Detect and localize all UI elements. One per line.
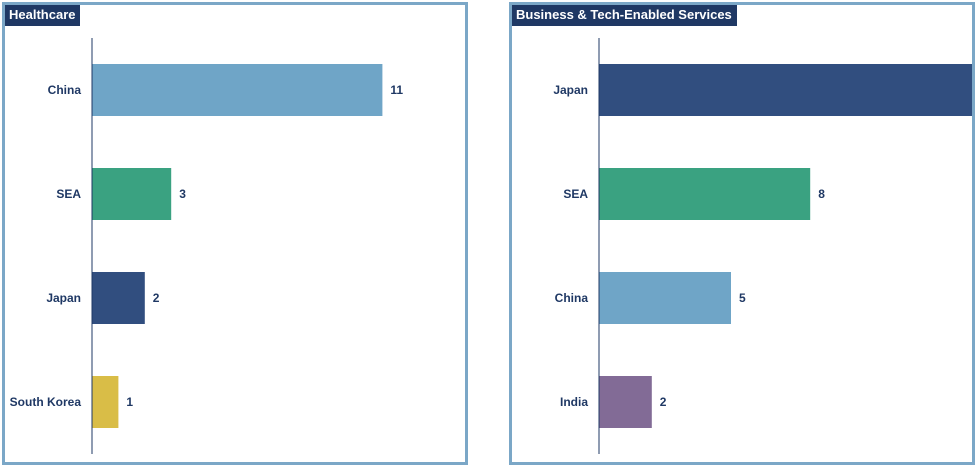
bar-india xyxy=(599,376,652,428)
category-label: China xyxy=(48,83,82,97)
value-label: 5 xyxy=(739,291,746,305)
chart-title: Business & Tech-Enabled Services xyxy=(512,5,737,26)
category-label: Japan xyxy=(553,83,588,97)
bar-sea xyxy=(599,168,811,220)
category-label: China xyxy=(555,291,589,305)
bar-japan xyxy=(92,272,145,324)
business-services-bar-chart: Japan15SEA8China5India2 xyxy=(553,38,972,454)
category-label: SEA xyxy=(56,187,81,201)
category-label: South Korea xyxy=(10,395,82,409)
bar-japan xyxy=(599,64,972,116)
healthcare-chart-panel: Healthcare China 11 SEA 3 Japan 2 South Korea 1 xyxy=(2,2,468,465)
business-services-chart-panel: Business & Tech-Enabled Services Japan15… xyxy=(509,2,975,465)
category-label: India xyxy=(560,395,588,409)
bar-south-korea xyxy=(92,376,119,428)
bar-china xyxy=(599,272,731,324)
value-label: 3 xyxy=(179,187,186,201)
bar-sea xyxy=(92,168,172,220)
healthcare-bar-chart: China 11 SEA 3 Japan 2 South Korea 1 xyxy=(10,38,403,454)
value-label: 11 xyxy=(390,83,403,97)
value-label: 2 xyxy=(153,291,160,305)
category-label: SEA xyxy=(563,187,588,201)
value-label: 8 xyxy=(818,187,825,201)
bar-china xyxy=(92,64,383,116)
chart-title: Healthcare xyxy=(5,5,81,26)
value-label: 2 xyxy=(660,395,667,409)
category-label: Japan xyxy=(46,291,81,305)
value-label: 1 xyxy=(126,395,133,409)
